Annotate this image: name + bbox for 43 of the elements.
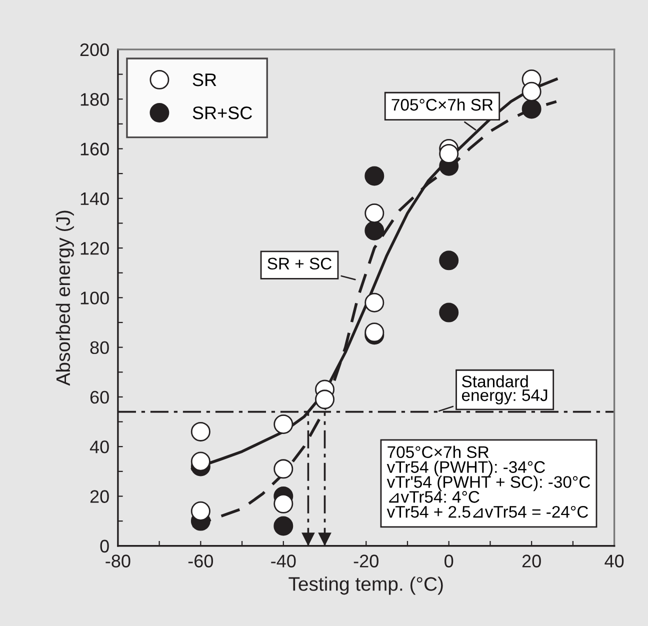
point (190, 422, 210, 442)
y-tick-label: 60 (90, 390, 109, 404)
y-tick-label: 40 (90, 440, 109, 454)
y-tick-label: 0 (100, 540, 109, 553)
x-tick-label: -20 (354, 554, 378, 568)
ref-line-label: Standard energy: 54J (462, 375, 548, 404)
annotation: 705°C×7h SR vTr54 (PWHT): -34°C vTr'54 (PWHT + SC): -30°C ⊿vTr54: 4°C vTr54 + 2.5⊿vTr54 = -24°C (386, 446, 590, 518)
point (364, 204, 384, 224)
y-tick-label: 180 (80, 93, 109, 106)
y-tick-label: 80 (90, 341, 109, 354)
y-tick-label: 200 (80, 43, 109, 56)
legend-label: SR+SC (192, 106, 252, 120)
y-tick-label: 160 (80, 142, 109, 156)
point (364, 220, 384, 240)
point (315, 390, 335, 410)
x-tick-label: -40 (271, 554, 296, 568)
x-axis-title: Testing temp. (°C) (288, 576, 443, 595)
point (190, 452, 210, 472)
x-tick-label: 0 (444, 554, 454, 568)
point (274, 516, 294, 536)
point (439, 302, 459, 322)
y-tick-label: 100 (80, 292, 109, 304)
legend-label: SR (192, 73, 216, 86)
point (274, 414, 294, 434)
point (522, 99, 542, 119)
point (190, 501, 210, 521)
x-tick-label: 40 (604, 554, 624, 568)
point (274, 494, 294, 514)
annotation: SR + SC (268, 258, 332, 270)
x-tick-label: -80 (106, 554, 130, 568)
x-tick-label: -60 (188, 554, 214, 568)
point (439, 250, 459, 270)
point (439, 144, 459, 164)
y-tick-label: 120 (80, 242, 109, 255)
x-tick-label: 20 (522, 554, 541, 568)
point (522, 82, 542, 102)
y-axis-title: Absorbed energy (J) (56, 210, 74, 386)
point (364, 166, 384, 186)
annotation: 705°C×7h SR (392, 98, 493, 111)
point (274, 459, 294, 479)
y-tick-label: 140 (80, 192, 109, 206)
point (364, 292, 384, 312)
y-tick-label: 20 (90, 490, 109, 503)
